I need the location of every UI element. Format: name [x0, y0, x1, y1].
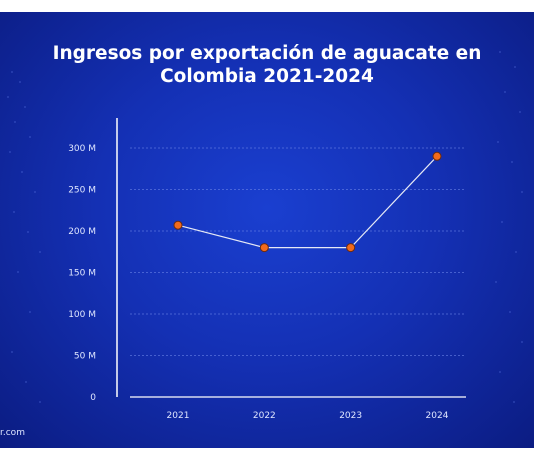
y-tick-label: 50 M: [74, 352, 96, 362]
data-point: [432, 151, 442, 161]
data-point: [259, 243, 269, 253]
x-tick-label: 2021: [167, 411, 190, 421]
chart-card: Ingresos por exportación de aguacate en …: [0, 12, 534, 448]
y-tick-label: 250 M: [68, 186, 96, 196]
watermark-text: r.com: [0, 428, 25, 438]
data-point: [173, 220, 183, 230]
y-tick-label: 150 M: [68, 269, 96, 279]
chart-title: Ingresos por exportación de aguacate en …: [52, 43, 482, 87]
series-line: [177, 155, 438, 249]
y-tick-label: 100 M: [68, 310, 96, 320]
dotted-background-decoration: [7, 51, 523, 403]
data-point: [346, 243, 356, 253]
x-tick-label: 2023: [339, 411, 362, 421]
y-tick-label: 200 M: [68, 227, 96, 237]
line-chart: 0 50 M 100 M 150 M 200 M 250 M 300 M 2021 2022 20…: [68, 118, 466, 421]
y-tick-label: 0: [90, 393, 96, 403]
y-tick-label: 300 M: [68, 144, 96, 154]
x-tick-label: 2022: [253, 411, 276, 421]
x-tick-label: 2024: [426, 411, 449, 421]
